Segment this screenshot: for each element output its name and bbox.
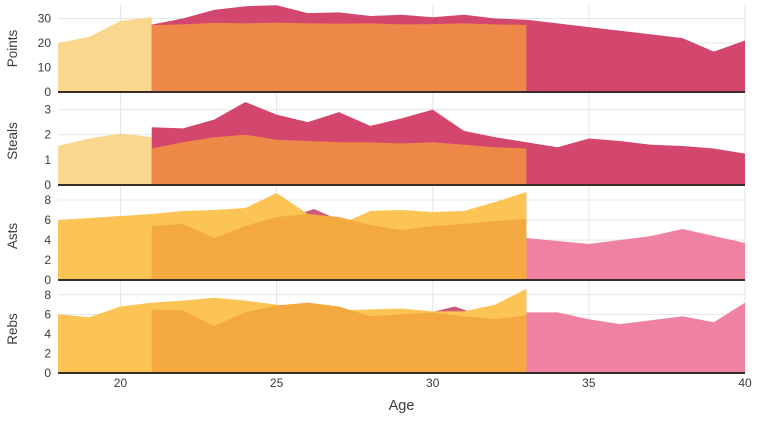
y-tick-label: 6 [44, 307, 51, 321]
y-tick-label: 8 [44, 288, 51, 302]
y-axis-title: Rebs [5, 313, 20, 345]
x-tick-label: 40 [738, 376, 752, 390]
y-tick-label: 0 [44, 178, 51, 192]
y-tick-label: 20 [38, 36, 52, 50]
y-tick-label: 2 [44, 128, 51, 142]
area-player-pink [526, 302, 745, 373]
area-player-yellow [58, 133, 152, 185]
y-tick-label: 3 [44, 103, 51, 117]
y-tick-label: 2 [44, 346, 51, 360]
area-player-pink [526, 229, 745, 280]
y-tick-label: 0 [44, 273, 51, 287]
y-tick-label: 8 [44, 193, 51, 207]
y-tick-label: 4 [44, 327, 51, 341]
area-player-orange [151, 22, 527, 93]
y-axis-title: Steals [5, 122, 20, 160]
y-axis-title: Points [5, 29, 20, 67]
x-tick-label: 20 [114, 376, 128, 390]
area-player-yellow [58, 17, 152, 92]
y-tick-label: 0 [44, 85, 51, 99]
y-axis-title: Asts [5, 223, 20, 250]
y-tick-label: 0 [44, 366, 51, 380]
y-tick-label: 10 [38, 60, 52, 74]
x-tick-label: 25 [270, 376, 284, 390]
y-tick-label: 1 [44, 153, 51, 167]
area-player-orange [151, 134, 527, 185]
y-tick-label: 30 [38, 11, 52, 25]
x-tick-label: 35 [582, 376, 596, 390]
y-tick-label: 6 [44, 213, 51, 227]
area-player-amber [151, 214, 527, 280]
x-tick-label: 30 [426, 376, 440, 390]
area-player-amber [151, 302, 527, 373]
x-axis-title: Age [389, 398, 415, 414]
y-tick-label: 2 [44, 253, 51, 267]
y-tick-label: 4 [44, 233, 51, 247]
